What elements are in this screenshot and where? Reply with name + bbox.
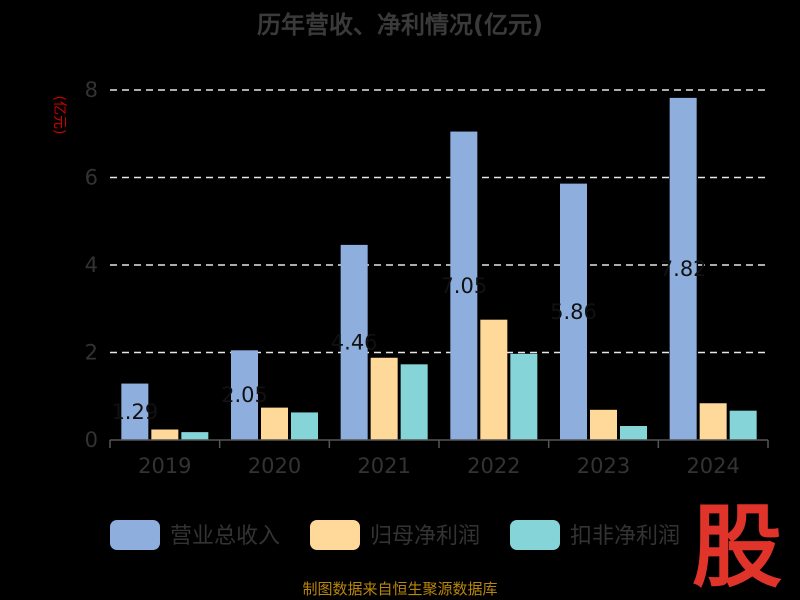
legend-swatch bbox=[310, 520, 360, 550]
logo: 股 bbox=[692, 495, 782, 600]
data-labels: 1.29 2.05 4.46 7.05 5.86 7.82 bbox=[111, 257, 706, 424]
legend[interactable]: 营业总收入 归母净利润 扣非净利润 bbox=[110, 520, 680, 550]
x-tick-label: 2019 bbox=[138, 454, 191, 478]
data-label: 1.29 bbox=[111, 400, 158, 424]
y-tick-label: 8 bbox=[85, 78, 98, 102]
legend-label: 归母净利润 bbox=[370, 524, 480, 549]
y-tick-label: 0 bbox=[85, 428, 98, 452]
chart-title: 历年营收、净利情况(亿元) bbox=[257, 11, 543, 39]
bar-1-2024[interactable] bbox=[669, 97, 697, 440]
y-tick-label: 6 bbox=[85, 166, 98, 190]
legend-item[interactable]: 营业总收入 bbox=[110, 520, 280, 550]
bar-2-2021[interactable] bbox=[370, 357, 398, 440]
axes: 0 2 4 6 8 2019 2020 2021 2022 2023 2024 bbox=[85, 78, 769, 478]
data-label: 7.82 bbox=[660, 257, 707, 281]
legend-item[interactable]: 扣非净利润 bbox=[510, 520, 680, 550]
bar-1-2019[interactable] bbox=[121, 383, 149, 440]
data-label: 5.86 bbox=[550, 300, 597, 324]
bar-1-2022[interactable] bbox=[450, 131, 478, 440]
bar-2-2024[interactable] bbox=[699, 403, 727, 440]
footer-source: 制图数据来自恒生聚源数据库 bbox=[302, 580, 497, 598]
y-axis-label: (亿元) bbox=[51, 96, 67, 135]
x-tick-label: 2021 bbox=[357, 454, 410, 478]
y-tick-label: 2 bbox=[85, 341, 98, 365]
bars bbox=[121, 97, 757, 441]
bar-1-2020[interactable] bbox=[231, 350, 258, 440]
bar-3-2023[interactable] bbox=[620, 426, 647, 440]
x-tick-label: 2024 bbox=[686, 454, 739, 478]
gridlines bbox=[110, 89, 768, 354]
bar-3-2024[interactable] bbox=[729, 410, 757, 440]
bar-2-2022[interactable] bbox=[480, 319, 508, 440]
x-tick-label: 2020 bbox=[248, 454, 301, 478]
bar-1-2023[interactable] bbox=[560, 183, 587, 440]
bar-2-2023[interactable] bbox=[590, 409, 617, 440]
data-label: 7.05 bbox=[440, 274, 487, 298]
x-tick-label: 2023 bbox=[577, 454, 630, 478]
bar-2-2019[interactable] bbox=[151, 429, 179, 441]
bar-1-2021[interactable] bbox=[340, 244, 368, 440]
y-tick-label: 4 bbox=[85, 253, 98, 277]
legend-item[interactable]: 归母净利润 bbox=[310, 520, 480, 550]
data-label: 4.46 bbox=[331, 330, 378, 354]
bar-3-2020[interactable] bbox=[291, 412, 318, 440]
legend-swatch bbox=[510, 520, 560, 550]
data-label: 2.05 bbox=[221, 383, 268, 407]
bar-2-2020[interactable] bbox=[261, 407, 288, 440]
legend-swatch bbox=[110, 520, 160, 550]
bar-3-2019[interactable] bbox=[181, 432, 209, 440]
legend-label: 营业总收入 bbox=[170, 524, 280, 549]
bar-3-2021[interactable] bbox=[400, 364, 428, 440]
legend-label: 扣非净利润 bbox=[570, 524, 680, 549]
bar-3-2022[interactable] bbox=[510, 353, 538, 440]
x-tick-label: 2022 bbox=[467, 454, 520, 478]
